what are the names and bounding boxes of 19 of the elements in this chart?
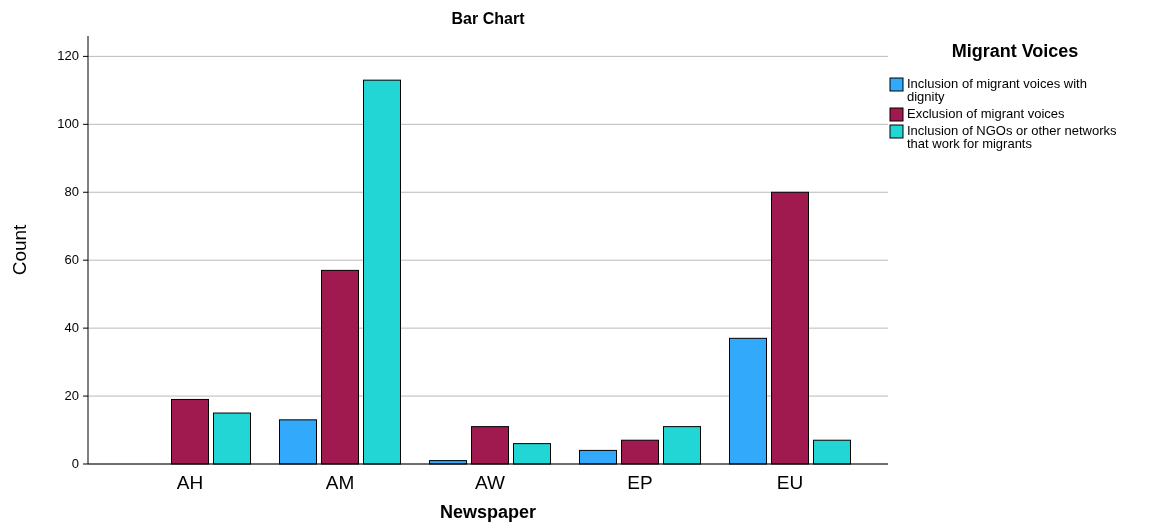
y-tick-label: 80: [64, 184, 79, 200]
y-tick-label: 40: [64, 320, 79, 336]
chart-title: Bar Chart: [451, 10, 526, 27]
y-tick-label: 0: [71, 456, 79, 471]
legend-label: Inclusion of migrant voices with dignity: [907, 76, 1087, 104]
legend-label: Exclusion of migrant voices: [907, 106, 1066, 121]
x-tick-label: AH: [176, 472, 204, 493]
x-axis-title: Newspaper: [439, 502, 537, 522]
x-tick-label: EP: [627, 472, 653, 493]
x-tick-label: AW: [475, 472, 506, 493]
y-tick-label: 60: [64, 252, 79, 268]
y-tick-label: 20: [64, 388, 79, 404]
y-axis-title: Count: [9, 223, 30, 276]
x-tick-label: AM: [325, 472, 355, 493]
x-tick-label: EU: [776, 472, 804, 493]
y-tick-label: 120: [57, 48, 79, 64]
legend-title: Migrant Voices: [951, 41, 1079, 61]
y-tick-label: 100: [57, 116, 79, 132]
legend-label: Inclusion of NGOs or other networks that work for migrants: [907, 123, 1118, 151]
